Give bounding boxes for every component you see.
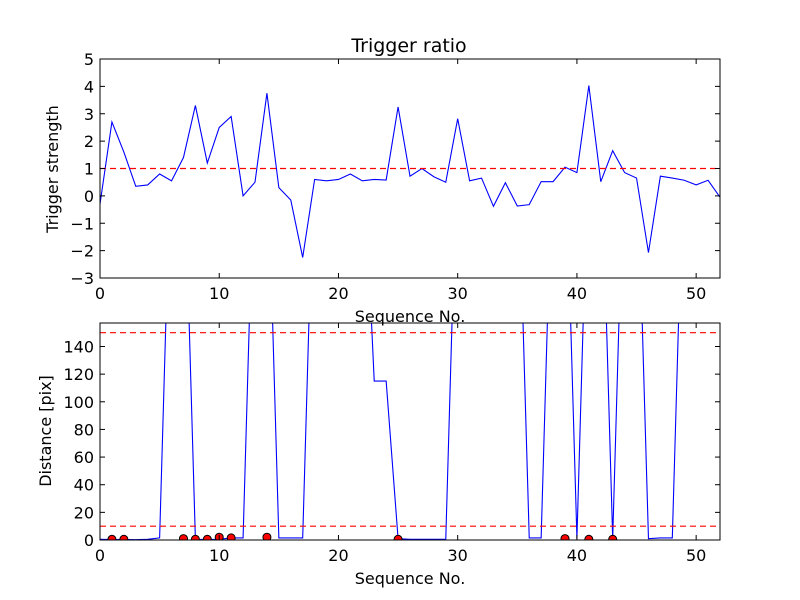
distance-y-axis-label: Distance [pix]: [36, 375, 55, 487]
distance-marker: [393, 534, 403, 540]
distance-marker: [107, 534, 117, 540]
distance-plot-frame: [99, 322, 721, 541]
distance-y-tick-label: 100: [63, 393, 94, 412]
distance-y-tick-label: 120: [63, 365, 94, 384]
trigger-x-axis-label: Sequence No.: [355, 307, 466, 326]
distance-marker: [202, 534, 212, 540]
distance-marker: [190, 534, 200, 540]
distance-marker: [584, 534, 594, 540]
distance-series-layer: [100, 323, 720, 540]
distance-x-tick-label: 10: [209, 546, 229, 565]
distance-marker: [262, 532, 272, 540]
trigger-x-tick-label: 20: [328, 284, 348, 303]
distance-marker: [226, 533, 236, 540]
trigger-series-layer: [100, 85, 720, 258]
distance-y-tick-label: 0: [84, 531, 94, 550]
distance-x-tick-label: 20: [328, 546, 348, 565]
trigger-y-ticks: −3 −2 −1 0 1 2 3 4 5: [70, 50, 720, 288]
trigger-y-tick-label: 1: [84, 160, 94, 179]
trigger-y-tick-label: 3: [84, 105, 94, 124]
distance-y-tick-label: 60: [74, 448, 94, 467]
trigger-y-tick-label: −2: [70, 242, 94, 261]
trigger-x-tick-label: 50: [686, 284, 706, 303]
distance-y-tick-label: 80: [74, 420, 94, 439]
distance-y-tick-label: 140: [63, 337, 94, 356]
trigger-y-tick-label: 4: [84, 77, 94, 96]
trigger-y-axis-label: Trigger strength: [43, 105, 62, 234]
trigger-y-tick-label: 5: [84, 50, 94, 69]
trigger-series-line: [100, 85, 720, 258]
distance-panel: 0 10 20 30 40 50 0 20 40 60 80 100 120 140 Sequence …: [36, 322, 721, 588]
trigger-x-tick-label: 30: [448, 284, 468, 303]
trigger-y-tick-label: −3: [70, 269, 94, 288]
trigger-x-tick-label: 10: [209, 284, 229, 303]
distance-y-tick-label: 20: [74, 503, 94, 522]
trigger-x-tick-label: 40: [567, 284, 587, 303]
distance-marker: [560, 534, 570, 540]
trigger-y-tick-label: −1: [70, 214, 94, 233]
distance-marker: [178, 534, 188, 540]
distance-x-tick-label: 50: [686, 546, 706, 565]
distance-x-tick-label: 0: [95, 546, 105, 565]
distance-x-axis-label: Sequence No.: [355, 569, 466, 588]
distance-x-tick-label: 30: [448, 546, 468, 565]
distance-marker: [608, 534, 618, 540]
trigger-y-tick-label: 0: [84, 187, 94, 206]
distance-y-tick-label: 40: [74, 476, 94, 495]
distance-y-ticks: 0 20 40 60 80 100 120 140: [63, 337, 720, 550]
distance-marker: [119, 534, 129, 540]
trigger-ratio-panel: Trigger ratio 0 10 20 30 40 50 −3 −2 −1 0 1 2 3 4 5 S…: [43, 35, 721, 326]
trigger-x-ticks: 0 10 20 30 40 50: [95, 59, 706, 303]
distance-x-ticks: 0 10 20 30 40 50: [95, 323, 706, 565]
distance-x-tick-label: 40: [567, 546, 587, 565]
chart-title: Trigger ratio: [350, 35, 466, 57]
trigger-y-tick-label: 2: [84, 132, 94, 151]
trigger-x-tick-label: 0: [95, 284, 105, 303]
